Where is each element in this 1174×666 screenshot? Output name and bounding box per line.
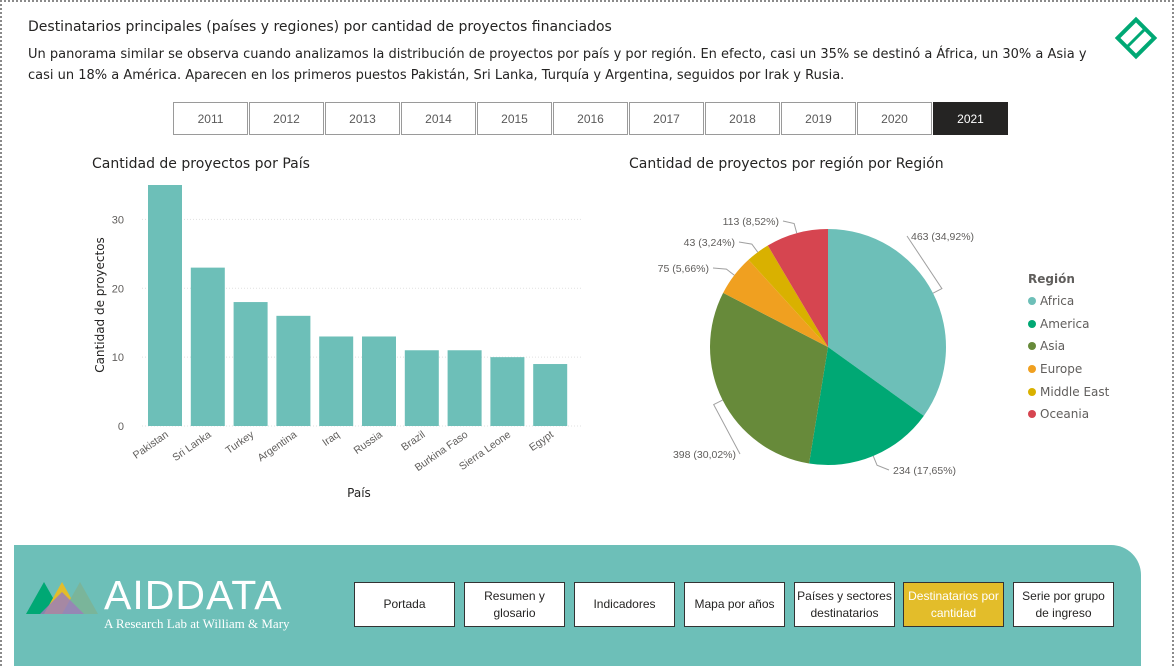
- year-button-2012[interactable]: 2012: [249, 102, 324, 135]
- y-tick-label: 10: [112, 352, 124, 364]
- x-tick-label: Russia: [352, 429, 385, 457]
- x-tick-label: Iraq: [320, 429, 342, 449]
- legend-item-oceania[interactable]: Oceania: [1028, 403, 1109, 426]
- year-button-2011[interactable]: 2011: [173, 102, 248, 135]
- pie-slice-america[interactable]: [809, 347, 924, 465]
- legend-label: Africa: [1040, 294, 1075, 309]
- nav-button-indicadores[interactable]: Indicadores: [574, 582, 675, 627]
- pie-slice-asia[interactable]: [710, 292, 828, 464]
- pie-slice-oceania[interactable]: [767, 229, 828, 347]
- legend-label: Middle East: [1040, 384, 1110, 399]
- bar-russia[interactable]: [362, 336, 396, 426]
- pie-data-label: 75 (5,66%): [658, 263, 709, 275]
- year-button-2018[interactable]: 2018: [705, 102, 780, 135]
- pie-slice-europe[interactable]: [723, 259, 828, 347]
- legend-swatch: [1028, 342, 1036, 351]
- y-axis-label: Cantidad de proyectos: [93, 237, 107, 373]
- brand-name: AIDDATA: [104, 572, 283, 618]
- footer-nav-bar: AIDDATA A Research Lab at William & Mary…: [14, 545, 1141, 666]
- x-axis-label: País: [347, 486, 371, 500]
- legend-swatch: [1028, 365, 1036, 374]
- legend-item-asia[interactable]: Asia: [1028, 335, 1109, 358]
- pie-leader-line: [713, 399, 741, 455]
- nav-button-mapa-por-años[interactable]: Mapa por años: [684, 582, 785, 627]
- pie-data-label: 43 (3,24%): [684, 237, 735, 249]
- pie-data-label: 113 (8,52%): [723, 216, 779, 228]
- nav-button-portada[interactable]: Portada: [354, 582, 455, 627]
- aiddata-triangles-icon: [26, 582, 98, 614]
- page-title: Destinatarios principales (países y regi…: [28, 19, 612, 35]
- x-tick-label: Pakistan: [131, 429, 171, 462]
- year-button-2020[interactable]: 2020: [857, 102, 932, 135]
- pie-leader-line: [712, 267, 735, 276]
- page-description: Un panorama similar se observa cuando an…: [28, 47, 1087, 83]
- pie-leader-line: [738, 241, 759, 253]
- legend-swatch: [1028, 387, 1036, 396]
- y-tick-label: 0: [118, 421, 124, 433]
- legend-label: Europe: [1040, 362, 1083, 377]
- pie-slice-middle-east[interactable]: [748, 245, 828, 347]
- x-tick-label: Egypt: [527, 429, 556, 454]
- nav-button-países-y-sectores-destinatarios[interactable]: Países y sectores destinatarios: [794, 582, 895, 627]
- legend-item-africa[interactable]: Africa: [1028, 290, 1109, 313]
- pie-chart: 463 (34,92%) 234 (17,65%) 398 (30,02%) 75 (…: [658, 216, 974, 477]
- brand-subtitle: A Research Lab at William & Mary: [104, 616, 290, 631]
- y-tick-label: 30: [112, 214, 124, 226]
- pie-chart-title: Cantidad de proyectos por región por Reg…: [629, 156, 944, 172]
- pie-leader-line: [872, 455, 890, 471]
- bar-sri-lanka[interactable]: [190, 267, 225, 426]
- legend-swatch: [1028, 297, 1036, 306]
- legend-item-europe[interactable]: Europe: [1028, 358, 1109, 381]
- nav-button-destinatarios-por-cantidad[interactable]: Destinatarios por cantidad: [903, 582, 1004, 627]
- bar-argentina[interactable]: [276, 315, 311, 426]
- year-button-2013[interactable]: 2013: [325, 102, 400, 135]
- legend-label: Oceania: [1040, 407, 1090, 422]
- nav-button-serie-por-grupo-de-ingreso[interactable]: Serie por grupo de ingreso: [1013, 582, 1114, 627]
- pie-leader-line: [782, 220, 798, 234]
- pie-legend: Región Africa America Asia Europe Middle Eas…: [1028, 272, 1109, 426]
- x-tick-label: Sri Lanka: [170, 429, 213, 464]
- year-button-2021[interactable]: 2021: [933, 102, 1008, 135]
- bar-iraq[interactable]: [319, 336, 354, 426]
- bar-pakistan[interactable]: [148, 185, 182, 426]
- pie-data-label: 234 (17,65%): [893, 465, 956, 477]
- pie-data-label: 463 (34,92%): [911, 231, 974, 243]
- year-slicer: 2011 2012 2013 2014 2015 2016 2017 2018 2019 2020…: [173, 102, 1009, 136]
- pie-slice-africa[interactable]: [828, 229, 946, 416]
- bar-sierra-leone[interactable]: [490, 357, 525, 426]
- year-button-2015[interactable]: 2015: [477, 102, 552, 135]
- bar-chart: 0 10 20 30 Pakistan Sri Lanka Turkey Argentina I…: [93, 185, 582, 500]
- x-tick-label: Turkey: [223, 428, 256, 456]
- year-button-2017[interactable]: 2017: [629, 102, 704, 135]
- legend-item-middle-east[interactable]: Middle East: [1028, 380, 1109, 403]
- diamond-logo-icon: [1114, 16, 1158, 60]
- bar-chart-title: Cantidad de proyectos por País: [92, 156, 310, 172]
- bar-burkina-faso[interactable]: [447, 350, 482, 426]
- legend-label: Asia: [1040, 339, 1066, 354]
- x-tick-label: Brazil: [399, 429, 427, 454]
- pie-leader-line: [906, 235, 943, 294]
- bar-turkey[interactable]: [233, 302, 268, 426]
- legend-label: America: [1040, 316, 1090, 331]
- nav-button-resumen-y-glosario[interactable]: Resumen y glosario: [464, 582, 565, 627]
- legend-swatch: [1028, 410, 1036, 419]
- bar-egypt[interactable]: [533, 364, 568, 426]
- pie-data-label: 398 (30,02%): [673, 449, 736, 461]
- legend-swatch: [1028, 319, 1036, 328]
- year-button-2014[interactable]: 2014: [401, 102, 476, 135]
- legend-item-america[interactable]: America: [1028, 313, 1109, 336]
- x-tick-label: Argentina: [255, 429, 299, 465]
- y-tick-label: 20: [112, 283, 124, 295]
- year-button-2016[interactable]: 2016: [553, 102, 628, 135]
- bar-brazil[interactable]: [404, 350, 439, 426]
- year-button-2019[interactable]: 2019: [781, 102, 856, 135]
- legend-title: Región: [1028, 272, 1075, 286]
